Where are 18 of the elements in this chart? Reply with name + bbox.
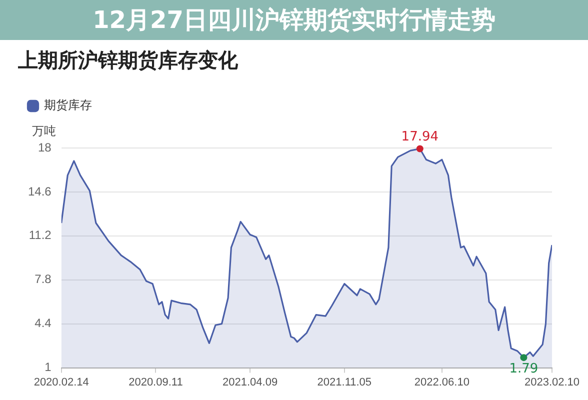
y-tick-label: 7.8 (34, 272, 52, 286)
x-tick-label: 2022.06.10 (414, 376, 470, 388)
x-tick-label: 2023.02.10 (524, 376, 580, 388)
data-label: 1.79 (509, 361, 538, 376)
x-tick-label: 2021.04.09 (222, 376, 278, 388)
y-tick-label: 18 (38, 140, 52, 154)
x-tick-label: 2021.11.05 (317, 376, 372, 388)
y-tick-label: 14.6 (28, 184, 52, 198)
chart-title: 上期所沪锌期货库存变化 (17, 48, 239, 72)
y-tick-label: 4.4 (34, 316, 52, 330)
y-tick-label: 11.2 (28, 228, 52, 242)
data-label: 17.94 (401, 130, 439, 145)
x-tick-label: 2020.09.11 (128, 376, 183, 388)
text: 12月27日四川沪锌期货实时行情走势 (0, 0, 588, 40)
legend-label: 期货库存 (44, 98, 92, 112)
y-tick-label: 1 (44, 360, 52, 374)
y-axis-title: 万吨 (32, 124, 56, 138)
x-tick-label: 2020.02.14 (34, 376, 89, 388)
